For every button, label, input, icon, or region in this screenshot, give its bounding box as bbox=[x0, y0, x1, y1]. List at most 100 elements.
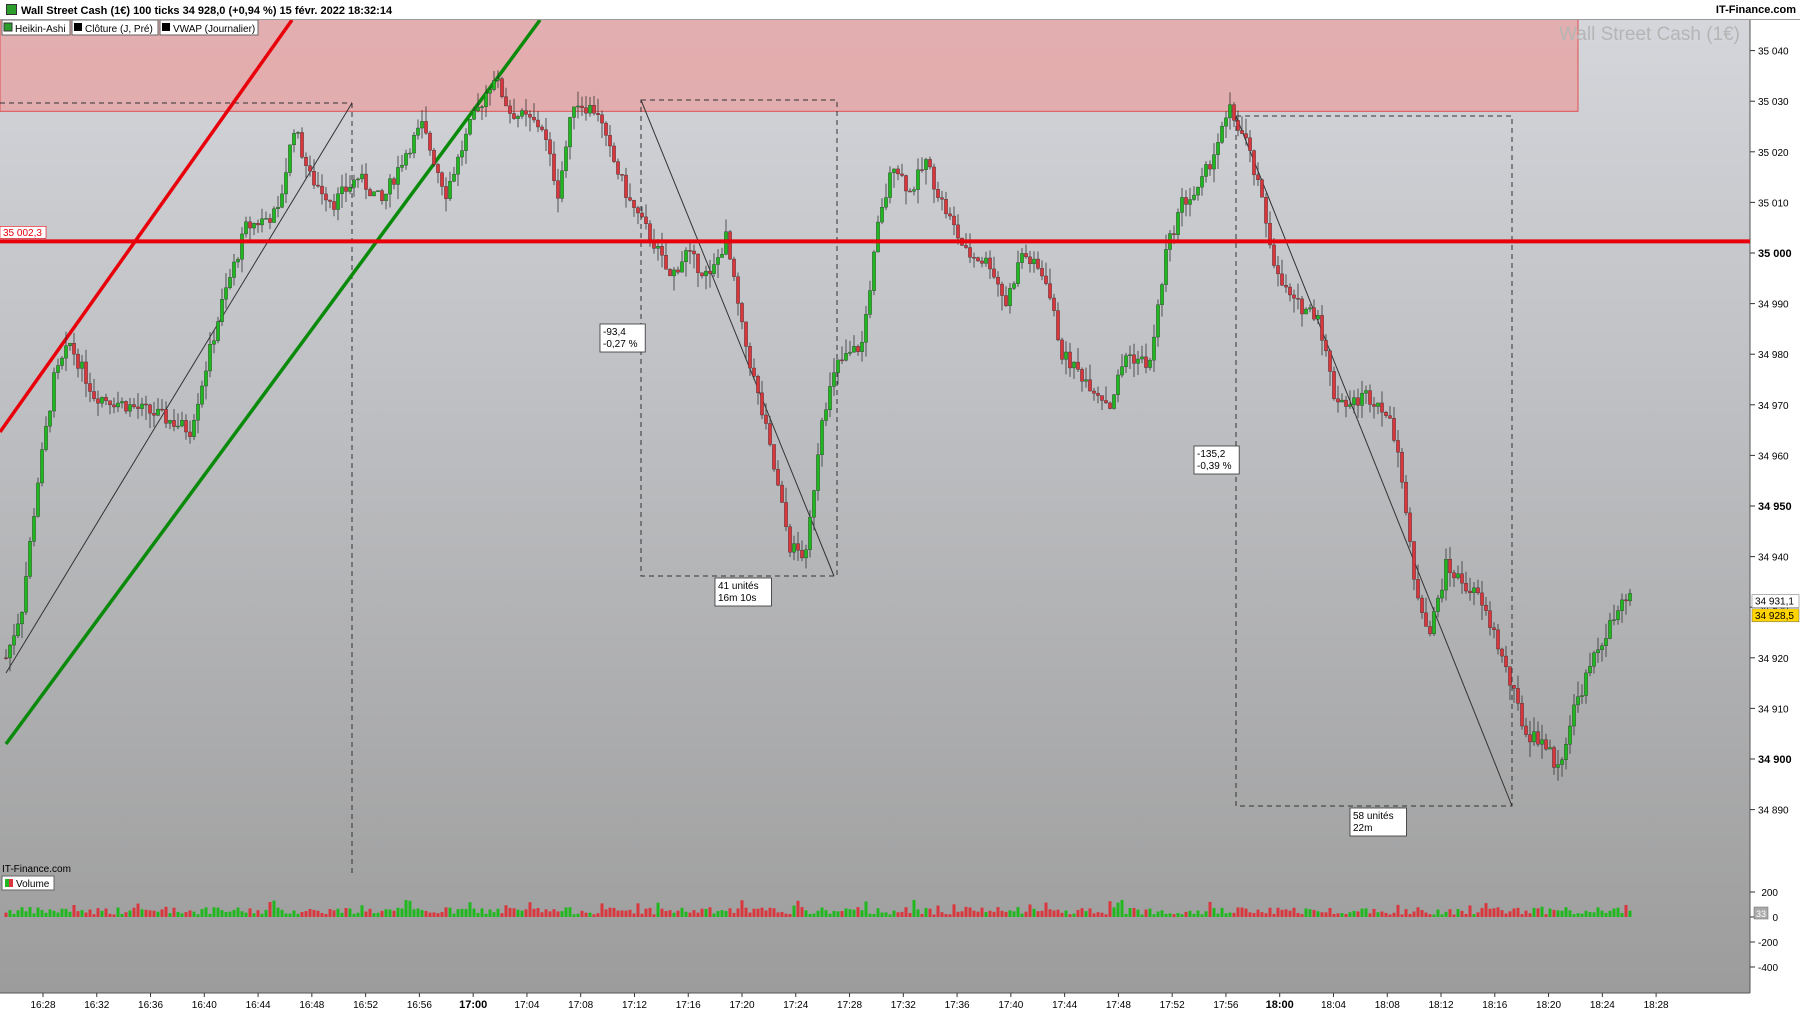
candle-body bbox=[1040, 268, 1044, 277]
candle bbox=[936, 181, 940, 202]
volume-bar bbox=[656, 902, 660, 917]
candle bbox=[244, 216, 248, 238]
candle bbox=[248, 216, 252, 243]
volume-bar bbox=[564, 907, 568, 917]
volume-bar bbox=[756, 908, 760, 917]
volume-bar bbox=[552, 909, 556, 917]
candle-body bbox=[1092, 390, 1096, 394]
candle bbox=[812, 489, 816, 531]
volume-bar bbox=[276, 907, 280, 917]
candle bbox=[1208, 160, 1212, 176]
volume-bar bbox=[228, 911, 232, 917]
volume-bar bbox=[1484, 903, 1488, 917]
candle bbox=[660, 232, 664, 268]
volume-bar bbox=[1056, 909, 1060, 917]
candle-body bbox=[440, 172, 444, 187]
volume-legend[interactable] bbox=[1, 875, 55, 891]
candle-body bbox=[1420, 597, 1424, 613]
annotation-box-bg bbox=[599, 323, 646, 353]
y-tick-label: 35 030 bbox=[1758, 97, 1789, 108]
candle bbox=[1152, 324, 1156, 372]
candle bbox=[1248, 130, 1252, 163]
volume-legend-label: Volume bbox=[16, 879, 50, 890]
volume-bar bbox=[888, 914, 892, 917]
candle bbox=[1548, 739, 1552, 750]
volume-bar bbox=[960, 911, 964, 917]
volume-bar bbox=[836, 911, 840, 917]
legend-item-cloture[interactable] bbox=[71, 20, 159, 36]
legend-item-heikin-ashi[interactable] bbox=[1, 20, 71, 36]
volume-bar bbox=[320, 912, 324, 917]
candle bbox=[1536, 721, 1540, 747]
candle bbox=[552, 141, 556, 186]
volume-bar bbox=[740, 900, 744, 917]
volume-bar bbox=[940, 912, 944, 917]
candle-body bbox=[444, 186, 448, 199]
candle bbox=[1484, 596, 1488, 616]
volume-bar bbox=[280, 909, 284, 917]
legend-item-vwap[interactable] bbox=[159, 20, 259, 36]
volume-bar bbox=[920, 913, 924, 917]
candle bbox=[516, 114, 520, 128]
candle bbox=[464, 128, 468, 164]
candle bbox=[636, 205, 640, 225]
volume-bar bbox=[1580, 913, 1584, 917]
volume-bar bbox=[1076, 909, 1080, 917]
candle bbox=[304, 152, 308, 179]
candle-body bbox=[1088, 379, 1092, 392]
candle-body bbox=[356, 178, 360, 181]
candle bbox=[256, 219, 260, 233]
cloture-swatch-icon bbox=[74, 23, 82, 31]
candle-body bbox=[24, 576, 28, 613]
candle bbox=[780, 480, 784, 503]
candle bbox=[300, 127, 304, 159]
volume-bar bbox=[220, 910, 224, 917]
candle bbox=[1516, 675, 1520, 711]
volume-bar bbox=[512, 908, 516, 917]
volume-tick-label: -400 bbox=[1758, 963, 1778, 974]
candle bbox=[680, 251, 684, 273]
volume-bar bbox=[1212, 907, 1216, 917]
volume-bar bbox=[80, 910, 84, 917]
candle-body bbox=[732, 258, 736, 277]
candle-body bbox=[648, 223, 652, 241]
candle bbox=[204, 361, 208, 400]
candle-body bbox=[812, 490, 816, 518]
volume-bar bbox=[716, 911, 720, 917]
candle-body bbox=[800, 549, 804, 559]
candle bbox=[1628, 588, 1632, 606]
candle-body bbox=[564, 146, 568, 171]
candle bbox=[520, 108, 524, 120]
volume-bar bbox=[840, 911, 844, 917]
candle bbox=[1368, 384, 1372, 413]
candle-body bbox=[288, 144, 292, 173]
candle bbox=[408, 148, 412, 159]
candle bbox=[1180, 188, 1184, 227]
candle bbox=[1500, 647, 1504, 663]
volume-bar bbox=[1012, 911, 1016, 917]
candle-body bbox=[988, 257, 992, 270]
volume-bar bbox=[1088, 908, 1092, 917]
candle-body bbox=[1048, 283, 1052, 299]
candle bbox=[928, 156, 932, 170]
candle-body bbox=[424, 121, 428, 134]
y-tick-label: 34 970 bbox=[1758, 401, 1789, 412]
candle bbox=[496, 70, 500, 89]
candle-body bbox=[180, 420, 184, 427]
x-tick-label: 17:08 bbox=[568, 1000, 593, 1011]
volume-bar bbox=[1252, 913, 1256, 917]
candle-body bbox=[1460, 573, 1464, 584]
candle bbox=[528, 110, 532, 132]
y-tick-label: 35 020 bbox=[1758, 148, 1789, 159]
candle-body bbox=[1216, 142, 1220, 155]
candle-body bbox=[1444, 559, 1448, 591]
candle-body bbox=[72, 343, 76, 355]
candle-body bbox=[1244, 133, 1248, 139]
candle-body bbox=[1544, 739, 1548, 750]
candle bbox=[772, 444, 776, 472]
candle bbox=[1256, 162, 1260, 187]
volume-bar bbox=[788, 914, 792, 917]
volume-bar bbox=[1368, 913, 1372, 917]
y-tick-label: 34 920 bbox=[1758, 654, 1789, 665]
